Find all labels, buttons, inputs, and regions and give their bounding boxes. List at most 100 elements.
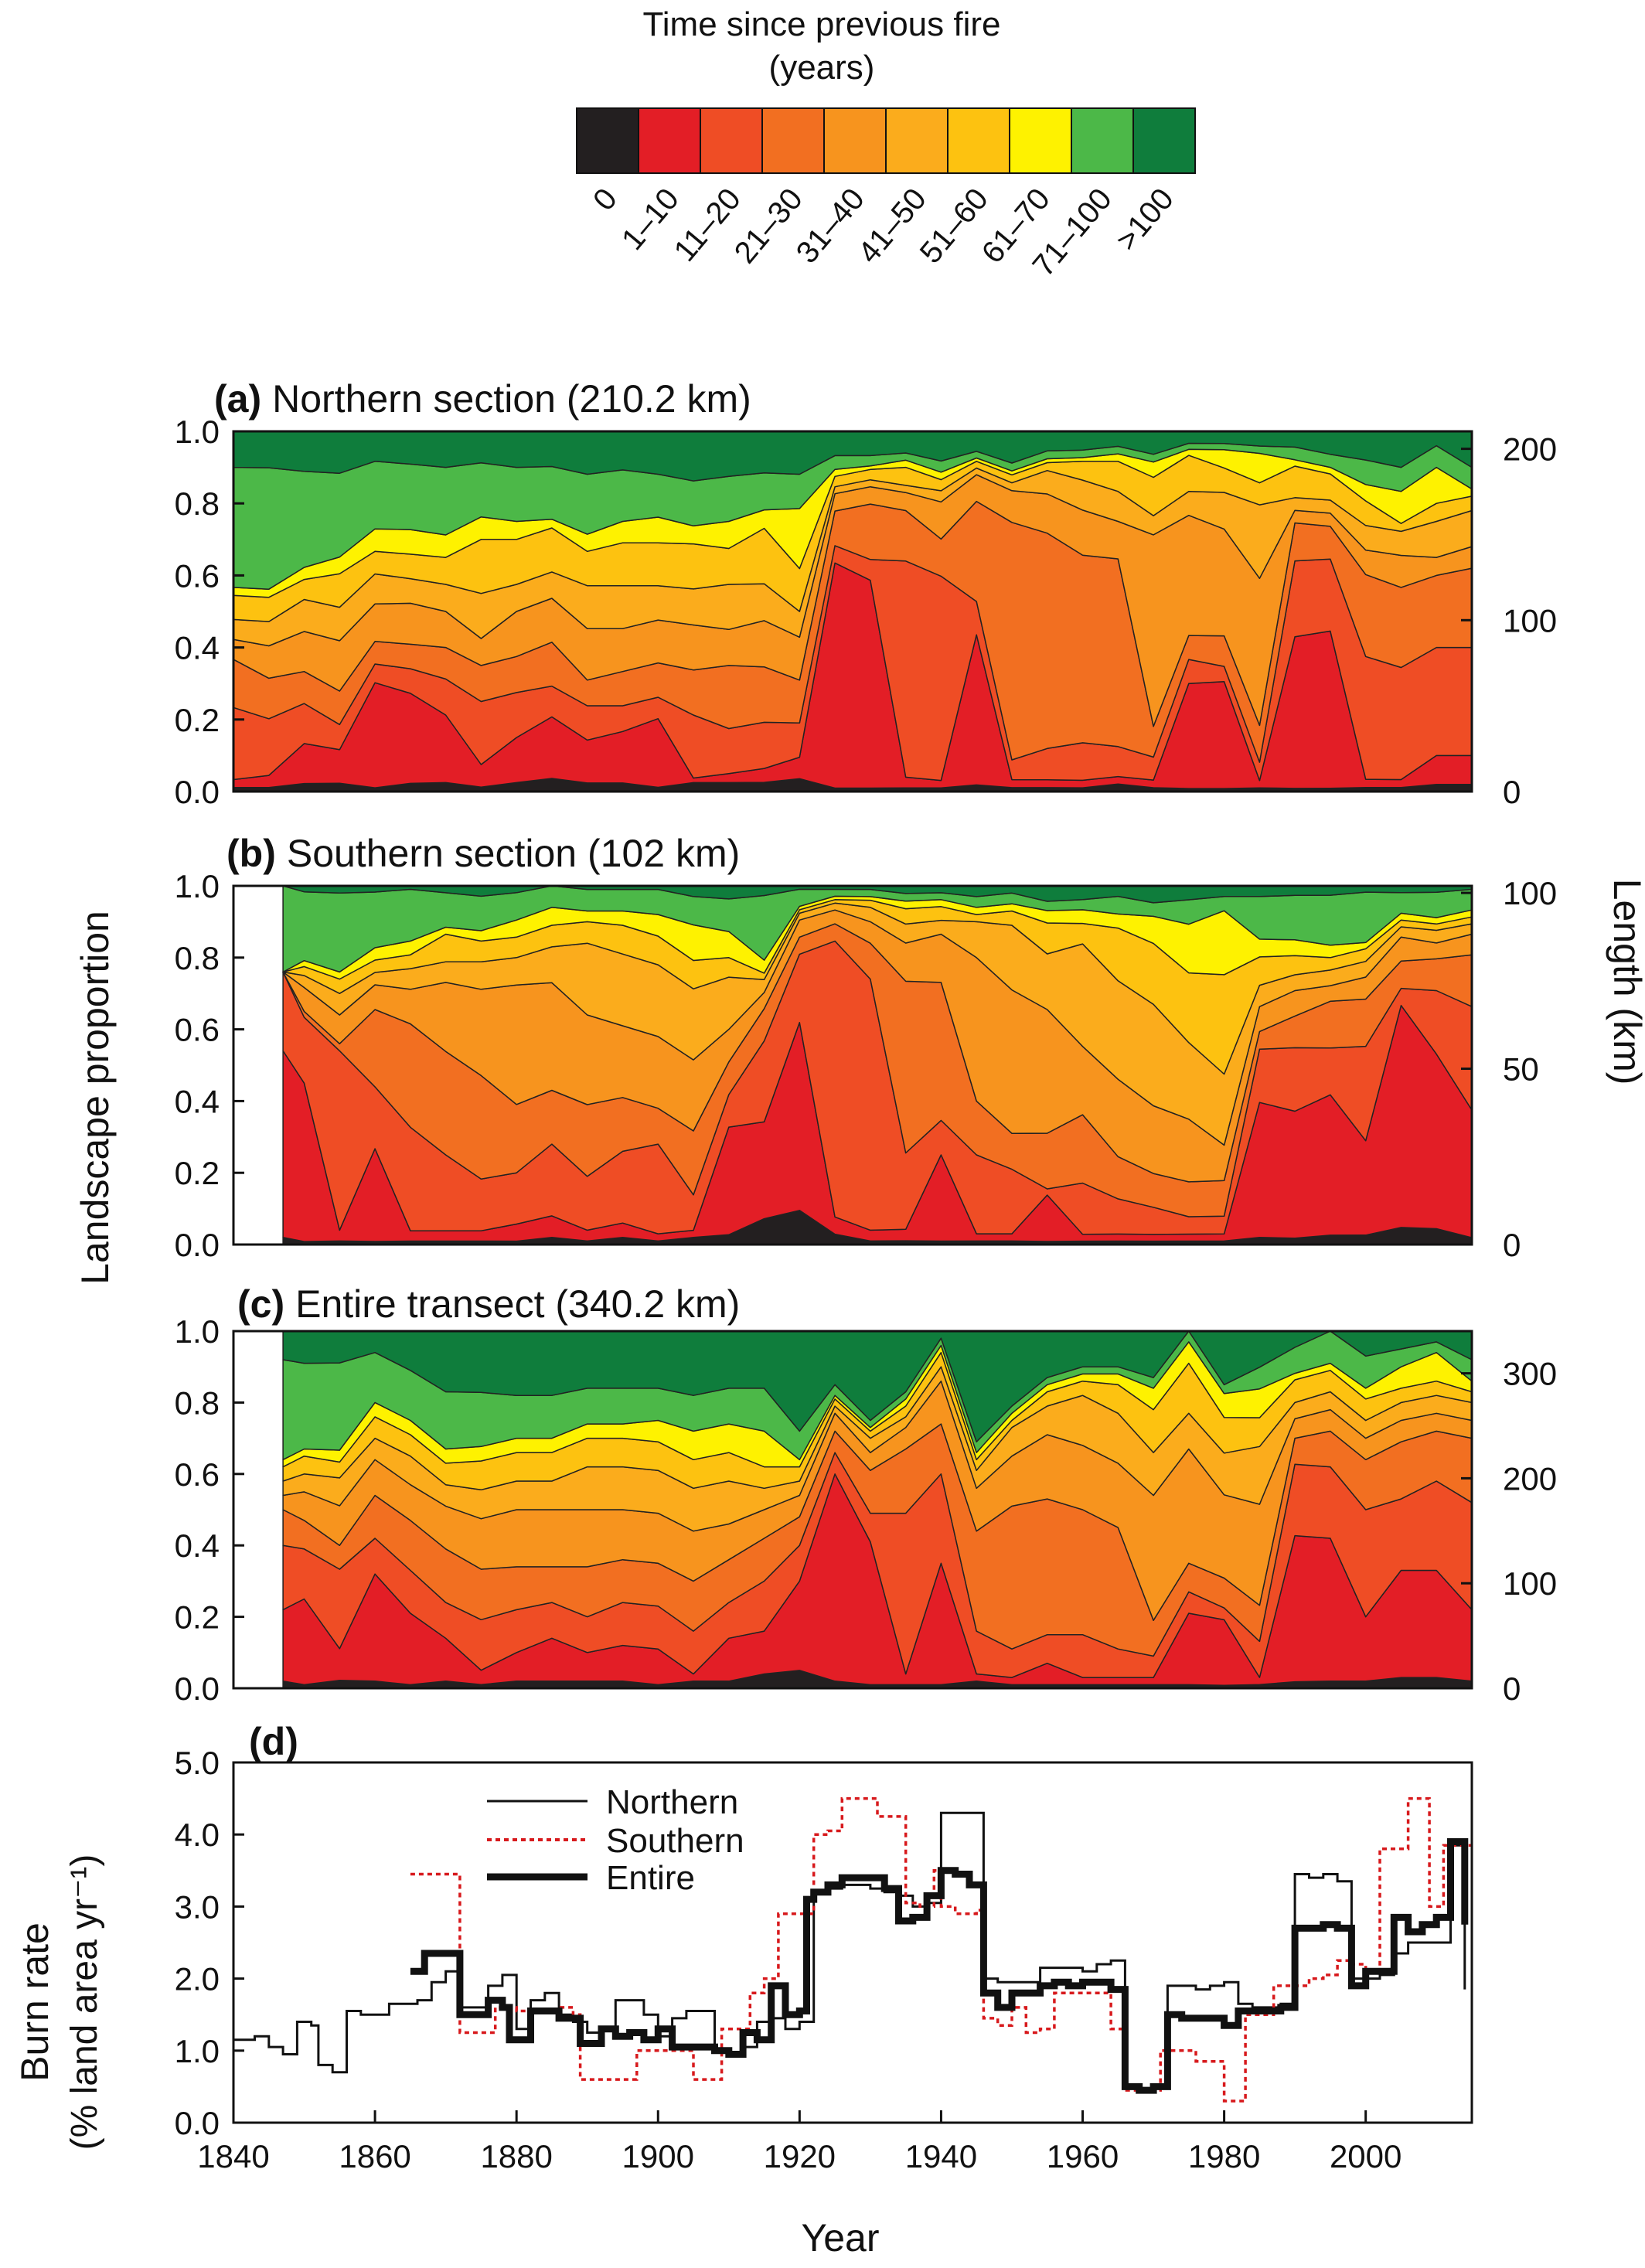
panel-b-right-tick-label-2: 100 bbox=[1503, 875, 1557, 911]
colorbar-label-6: 51–60 bbox=[914, 182, 995, 270]
panel-a-left-tick-label-5: 1.0 bbox=[175, 414, 220, 450]
colorbar-label-9: >100 bbox=[1109, 182, 1180, 257]
colorbar-swatch-4 bbox=[823, 107, 887, 174]
colorbar-swatch-9 bbox=[1132, 107, 1196, 174]
panel-b-left-tick-label-4: 0.8 bbox=[175, 940, 220, 976]
panel-d-x-tick-label-7: 1980 bbox=[1188, 2138, 1260, 2174]
x-axis-title: Year bbox=[801, 2216, 879, 2259]
panel-d-letter: (d) bbox=[249, 1720, 298, 1763]
panel-d-y-title: Burn rate bbox=[13, 1922, 56, 2082]
colorbar-swatch-7 bbox=[1009, 107, 1072, 174]
panel-d-y-tick-label-1: 1.0 bbox=[175, 2033, 220, 2069]
panel-c-left-tick-label-2: 0.4 bbox=[175, 1527, 220, 1564]
panel-c-area-chart: 0.0 0.2 0.4 0.6 0.8 1.0 0 100 200 300 bbox=[175, 1313, 1557, 1707]
panel-b-areas bbox=[282, 885, 1473, 1245]
colorbar-swatch-0 bbox=[576, 107, 639, 174]
panel-a-area-chart: 0.0 0.2 0.4 0.6 0.8 1.0 0 100 200 bbox=[175, 414, 1557, 810]
colorbar-swatch-6 bbox=[947, 107, 1010, 174]
colorbar-swatch-1 bbox=[638, 107, 701, 174]
panel-a-right-tick-label-0: 0 bbox=[1503, 774, 1521, 810]
panel-c-right-tick-label-1: 100 bbox=[1503, 1565, 1557, 1602]
panel-a-title: (a) Northern section (210.2 km) bbox=[214, 377, 751, 421]
panel-c-right-tick-label-2: 200 bbox=[1503, 1460, 1557, 1497]
panel-c-right-tick-label-3: 300 bbox=[1503, 1356, 1557, 1392]
right-axis-title: Length (km) bbox=[1606, 879, 1645, 1085]
panel-b-frame bbox=[232, 884, 1473, 1246]
panel-c-left-tick-label-3: 0.6 bbox=[175, 1456, 220, 1493]
panel-a-left-tick-label-2: 0.4 bbox=[175, 630, 220, 666]
panel-b-left-tick-label-0: 0.0 bbox=[175, 1227, 220, 1263]
panel-b-area-chart: 0.0 0.2 0.4 0.6 0.8 1.0 0 50 100 bbox=[175, 868, 1557, 1263]
panel-a-letter: (a) bbox=[214, 377, 261, 421]
panel-b-letter: (b) bbox=[226, 832, 276, 875]
colorbar-legend: Time since previous fire (years) 01–1011… bbox=[576, 5, 1196, 284]
panel-d-x-tick-label-6: 1960 bbox=[1047, 2138, 1119, 2174]
colorbar-swatch-5 bbox=[885, 107, 949, 174]
panel-d-y-title-line1: Burn rate bbox=[13, 1922, 56, 2082]
colorbar-labels: 01–1011–2021–3031–4041–5051–6061–7071–10… bbox=[587, 182, 1180, 284]
svg-text:(a)Northern section (210.2 km): (a) Northern section (210.2 km) bbox=[214, 377, 751, 421]
panel-d-legend: Northern Southern Entire bbox=[487, 1783, 744, 1897]
panel-b-left-tick-label-3: 0.6 bbox=[175, 1012, 220, 1048]
series-line-entire bbox=[410, 1838, 1469, 2094]
svg-text:(c)Entire transect (340.2 km): (c) Entire transect (340.2 km) bbox=[237, 1282, 740, 1326]
panel-b-right-tick-label-1: 50 bbox=[1503, 1051, 1539, 1088]
colorbar-label-5: 41–50 bbox=[852, 182, 933, 270]
panel-d-frame bbox=[232, 1761, 1473, 2124]
panel-b-left-tick-label-1: 0.2 bbox=[175, 1155, 220, 1191]
panel-d-x-tick-label-3: 1900 bbox=[622, 2138, 694, 2174]
panel-d-x-tick-label-1: 1860 bbox=[339, 2138, 410, 2174]
svg-text:(b)Southern section (102 km): (b) Southern section (102 km) bbox=[226, 832, 740, 875]
series-line-southern bbox=[410, 1796, 1472, 2103]
panel-a-right-tick-label-1: 100 bbox=[1503, 602, 1557, 639]
left-axis-title: Landscape proportion bbox=[73, 911, 117, 1285]
colorbar-swatch-2 bbox=[700, 107, 763, 174]
panel-a-left-tick-label-1: 0.2 bbox=[175, 702, 220, 738]
panel-b-left-tick-label-5: 1.0 bbox=[175, 868, 220, 904]
panel-d-y-title-2: (% land area yr⁻¹) bbox=[64, 1854, 105, 2151]
panel-d-x-tick-label-4: 1920 bbox=[764, 2138, 836, 2174]
colorbar-title-line2: (years) bbox=[769, 49, 875, 87]
panel-a-left-tick-label-0: 0.0 bbox=[175, 774, 220, 810]
panel-a-frame bbox=[232, 430, 1473, 793]
colorbar-swatches bbox=[576, 107, 1196, 174]
panel-d-y-tick-label-3: 3.0 bbox=[175, 1888, 220, 1925]
panel-a-right-tick-label-2: 200 bbox=[1503, 431, 1557, 468]
panel-c-title: (c) Entire transect (340.2 km) bbox=[237, 1282, 740, 1326]
panel-d-x-tick-label-0: 1840 bbox=[197, 2138, 269, 2174]
panel-c-name: Entire transect (340.2 km) bbox=[295, 1282, 740, 1326]
panel-b-left-tick-label-2: 0.4 bbox=[175, 1083, 220, 1119]
panel-a-left-tick-label-3: 0.6 bbox=[175, 557, 220, 594]
panel-d-y-title-line2: (% land area yr⁻¹) bbox=[64, 1854, 105, 2151]
panel-c-frame bbox=[232, 1330, 1473, 1690]
panel-d-y-tick-label-0: 0.0 bbox=[175, 2105, 220, 2141]
colorbar-label-4: 31–40 bbox=[790, 182, 871, 270]
panel-c-left-tick-label-0: 0.0 bbox=[175, 1670, 220, 1707]
panel-d-y-tick-label-4: 4.0 bbox=[175, 1817, 220, 1853]
panel-c-left-tick-label-5: 1.0 bbox=[175, 1313, 220, 1350]
colorbar-label-3: 21–30 bbox=[728, 182, 809, 270]
panel-d-x-tick-label-2: 1880 bbox=[480, 2138, 552, 2174]
panel-b-name: Southern section (102 km) bbox=[287, 832, 740, 875]
colorbar-title-line1: Time since previous fire bbox=[643, 5, 1001, 43]
panel-c-left-tick-label-4: 0.8 bbox=[175, 1384, 220, 1421]
colorbar-swatch-8 bbox=[1071, 107, 1134, 174]
panel-c-left-tick-label-1: 0.2 bbox=[175, 1599, 220, 1636]
panel-c-right-tick-label-0: 0 bbox=[1503, 1670, 1521, 1707]
panel-d-x-tick-label-5: 1940 bbox=[905, 2138, 977, 2174]
panel-d-x-tick-label-8: 2000 bbox=[1330, 2138, 1401, 2174]
panel-a-name: Northern section (210.2 km) bbox=[272, 377, 751, 421]
panel-d-y-tick-label-2: 2.0 bbox=[175, 1961, 220, 1997]
panel-a-areas bbox=[233, 431, 1473, 792]
panel-c-areas bbox=[282, 1330, 1473, 1689]
legend-northern-label: Northern bbox=[606, 1783, 738, 1821]
panel-b-title: (b) Southern section (102 km) bbox=[226, 832, 740, 875]
legend-southern-label: Southern bbox=[606, 1822, 744, 1860]
panel-c-letter: (c) bbox=[237, 1282, 284, 1326]
colorbar-label-0: 0 bbox=[587, 182, 624, 217]
panel-d-y-tick-label-5: 5.0 bbox=[175, 1745, 220, 1781]
panel-d-line-chart: 0.0 1.0 2.0 3.0 4.0 5.0 1840 1860 1880 1900 1920 19… bbox=[175, 1745, 1473, 2174]
colorbar-swatch-3 bbox=[761, 107, 825, 174]
panel-a-left-tick-label-4: 0.8 bbox=[175, 485, 220, 522]
